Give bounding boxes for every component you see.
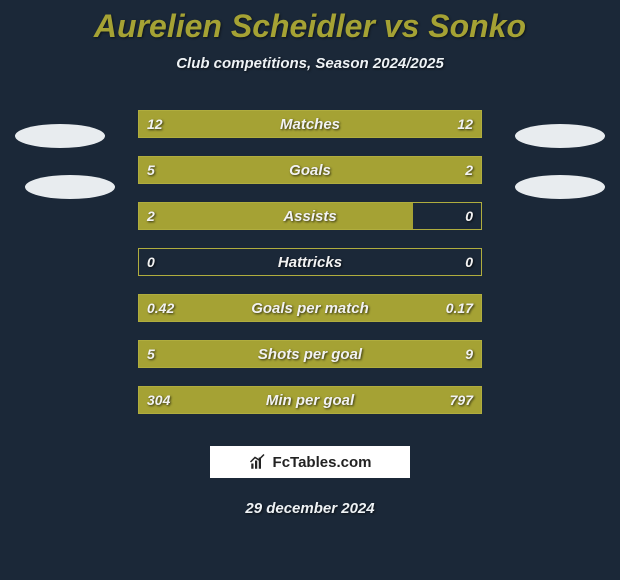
player-left-marker-2 bbox=[25, 175, 115, 199]
player-right-marker-2 bbox=[515, 175, 605, 199]
bar-row: 0 0Hattricks bbox=[138, 248, 482, 276]
bar-label: Hattricks bbox=[139, 249, 481, 275]
value-right: 2 bbox=[465, 157, 473, 183]
value-left: 2 bbox=[147, 203, 155, 229]
bar-right-fill bbox=[233, 387, 481, 413]
date-label: 29 december 2024 bbox=[0, 500, 620, 517]
value-left: 0.42 bbox=[147, 295, 174, 321]
bar-left-fill bbox=[139, 341, 261, 367]
bar-row: 20Assists bbox=[138, 202, 482, 230]
bar-right-fill bbox=[310, 111, 481, 137]
value-right: 0 bbox=[465, 249, 473, 275]
bars-container: 1212Matches52Goals20Assists00Hattricks0.… bbox=[138, 110, 482, 432]
chart-icon bbox=[249, 453, 267, 471]
bar-left-fill bbox=[139, 295, 383, 321]
subtitle: Club competitions, Season 2024/2025 bbox=[0, 55, 620, 72]
player-left-marker-1 bbox=[15, 124, 105, 148]
bar-row: 1212Matches bbox=[138, 110, 482, 138]
bar-left-fill bbox=[139, 203, 413, 229]
player-right-marker-1 bbox=[515, 124, 605, 148]
bar-row: 304797Min per goal bbox=[138, 386, 482, 414]
value-right: 0 bbox=[465, 203, 473, 229]
value-left: 5 bbox=[147, 157, 155, 183]
bar-row: 0.420.17Goals per match bbox=[138, 294, 482, 322]
value-right: 12 bbox=[457, 111, 473, 137]
value-left: 0 bbox=[147, 249, 155, 275]
brand-text: FcTables.com bbox=[273, 454, 372, 471]
value-right: 797 bbox=[450, 387, 473, 413]
page-title: Aurelien Scheidler vs Sonko bbox=[0, 0, 620, 45]
bar-right-fill bbox=[261, 341, 481, 367]
value-left: 5 bbox=[147, 341, 155, 367]
value-left: 12 bbox=[147, 111, 163, 137]
value-right: 9 bbox=[465, 341, 473, 367]
value-left: 304 bbox=[147, 387, 170, 413]
brand-badge: FcTables.com bbox=[210, 446, 410, 478]
value-right: 0.17 bbox=[446, 295, 473, 321]
bar-row: 52Goals bbox=[138, 156, 482, 184]
bar-left-fill bbox=[139, 111, 310, 137]
bar-row: 59Shots per goal bbox=[138, 340, 482, 368]
bar-left-fill bbox=[139, 157, 383, 183]
